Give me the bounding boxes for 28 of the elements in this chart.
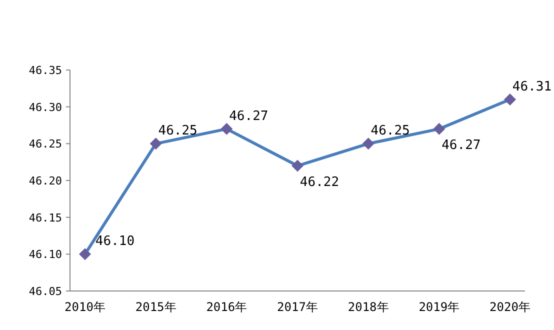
y-tick-label: 46.15 [28, 211, 62, 224]
point [433, 122, 446, 135]
point [79, 248, 91, 260]
y-tick-label: 46.05 [28, 285, 62, 298]
data-label: 46.27 [229, 108, 268, 124]
y-tick-label: 46.20 [28, 174, 62, 188]
point [150, 138, 162, 150]
y-tick-label: 46.10 [28, 248, 62, 262]
x-tick-label: 2016年 [206, 300, 248, 314]
point [504, 93, 516, 106]
x-tick-label: 2015年 [135, 300, 176, 314]
x-tick-label: 2017年 [277, 300, 318, 314]
x-tick-label: 2018年 [348, 300, 389, 314]
point [220, 122, 233, 135]
y-tick-label: 46.25 [28, 138, 62, 151]
data-label: 46.25 [158, 124, 198, 139]
data-label: 46.31 [512, 79, 552, 94]
x-tick-label: 2020年 [490, 300, 530, 314]
y-tick-label: 46.30 [28, 100, 62, 114]
y-tick-label: 46.35 [28, 64, 62, 77]
data-label: 46.27 [442, 138, 481, 153]
data-label: 46.25 [370, 124, 410, 139]
data-label: 46.22 [300, 174, 340, 190]
x-tick-label: 2010年 [64, 300, 106, 314]
x-tick-label: 2019年 [418, 300, 460, 314]
point [362, 138, 374, 150]
data-label: 46.10 [95, 234, 135, 250]
point [292, 160, 304, 172]
